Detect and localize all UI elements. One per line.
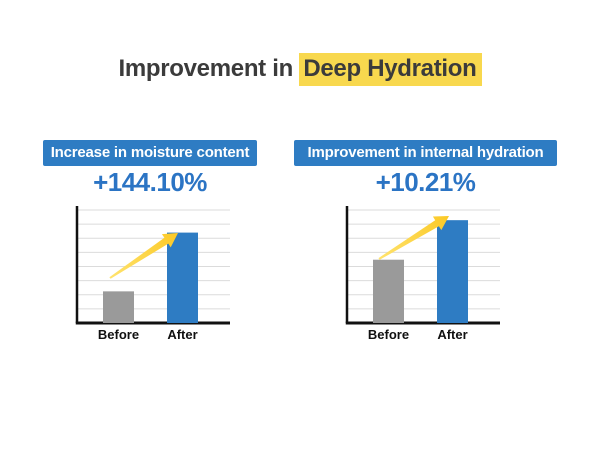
stat-internal-hydration: +10.21% xyxy=(375,167,476,197)
category-label-after: After xyxy=(437,327,467,342)
banner-internal-hydration: Improvement in internal hydration xyxy=(294,140,557,166)
page-title: Improvement in Deep Hydration xyxy=(0,53,600,86)
category-label-before: Before xyxy=(368,327,409,342)
bar-chart-internal-hydration: Before After xyxy=(345,206,500,342)
bar-before xyxy=(103,291,134,323)
stat-moisture-content: +144.10% xyxy=(93,167,207,197)
title-text: Improvement in xyxy=(118,55,300,82)
category-label-before: Before xyxy=(98,327,139,342)
category-label-after: After xyxy=(167,327,197,342)
bar-chart-moisture-content: Before After xyxy=(75,206,230,342)
bar-after xyxy=(437,220,468,323)
title-highlight: Deep Hydration xyxy=(299,53,482,86)
bar-after xyxy=(167,232,198,323)
trend-arrow-icon xyxy=(109,233,178,279)
banner-moisture-content: Increase in moisture content xyxy=(43,140,257,166)
trend-arrow-icon xyxy=(378,216,449,260)
bar-before xyxy=(373,259,404,323)
